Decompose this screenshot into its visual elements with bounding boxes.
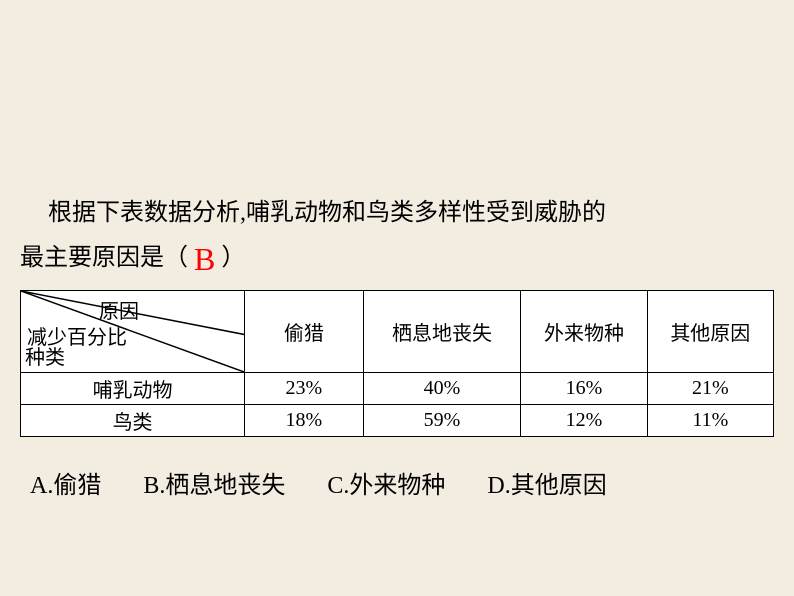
table-header-row: 原因 减少百分比 种类 偷猎 栖息地丧失 外来物种 其他原因 xyxy=(21,290,774,372)
row-label-mammals: 哺乳动物 xyxy=(21,372,245,404)
diag-label-category: 种类 xyxy=(25,341,65,370)
question-text-line1: 根据下表数据分析,哺乳动物和鸟类多样性受到威胁的 xyxy=(20,194,774,232)
slide-content: 根据下表数据分析,哺乳动物和鸟类多样性受到威胁的 最主要原因是（ B ） 原因 … xyxy=(20,194,774,500)
diag-label-cause: 原因 xyxy=(99,295,139,324)
data-table: 原因 减少百分比 种类 偷猎 栖息地丧失 外来物种 其他原因 哺乳动物 23% … xyxy=(20,290,774,437)
option-a: A.偷猎 xyxy=(30,473,101,499)
option-c: C.外来物种 xyxy=(327,473,445,499)
table-row: 鸟类 18% 59% 12% 11% xyxy=(21,404,774,436)
cell-value: 18% xyxy=(245,404,363,436)
col-header-other: 其他原因 xyxy=(647,290,773,372)
answer-options: A.偷猎 B.栖息地丧失 C.外来物种 D.其他原因 xyxy=(20,465,774,500)
cell-value: 16% xyxy=(521,372,647,404)
question-text-line2: 最主要原因是（ B ） xyxy=(20,234,774,285)
col-header-habitat: 栖息地丧失 xyxy=(363,290,521,372)
cell-value: 12% xyxy=(521,404,647,436)
cell-value: 11% xyxy=(647,404,773,436)
question-prefix: 最主要原因是（ xyxy=(20,246,188,272)
option-d: D.其他原因 xyxy=(487,473,606,499)
cell-value: 59% xyxy=(363,404,521,436)
table-row: 哺乳动物 23% 40% 16% 21% xyxy=(21,372,774,404)
col-header-invasive: 外来物种 xyxy=(521,290,647,372)
answer-letter: B xyxy=(194,234,215,285)
cell-value: 40% xyxy=(363,372,521,404)
option-b: B.栖息地丧失 xyxy=(143,473,285,499)
col-header-hunting: 偷猎 xyxy=(245,290,363,372)
question-suffix: ） xyxy=(221,246,245,272)
cell-value: 21% xyxy=(647,372,773,404)
cell-value: 23% xyxy=(245,372,363,404)
diagonal-header-cell: 原因 减少百分比 种类 xyxy=(21,290,245,372)
row-label-birds: 鸟类 xyxy=(21,404,245,436)
data-table-wrapper: 原因 减少百分比 种类 偷猎 栖息地丧失 外来物种 其他原因 哺乳动物 23% … xyxy=(20,290,774,437)
